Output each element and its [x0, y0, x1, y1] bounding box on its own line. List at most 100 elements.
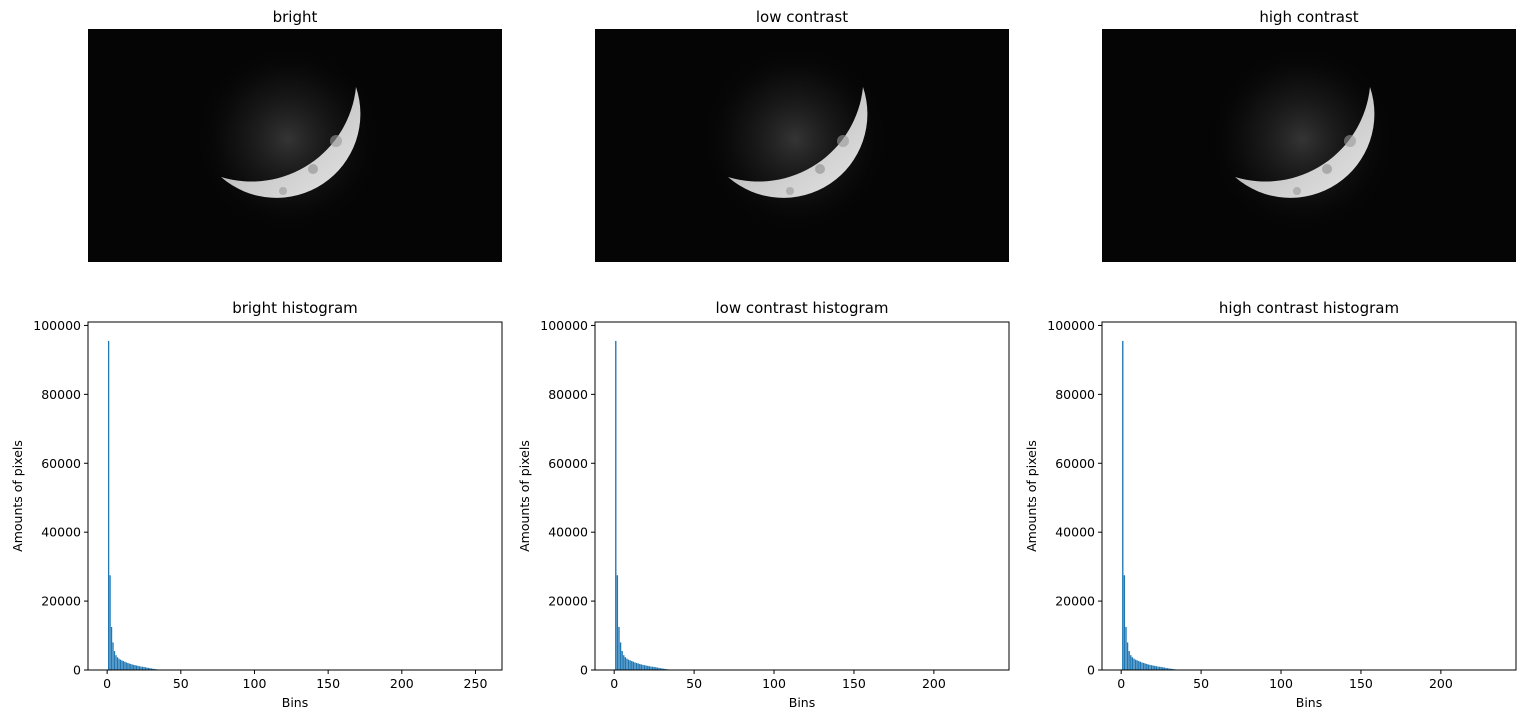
histogram-bar — [658, 667, 660, 670]
histogram-bar — [135, 665, 138, 670]
plot-frame — [1101, 321, 1517, 671]
histogram-bar — [1166, 668, 1169, 670]
histogram-bar — [1155, 666, 1158, 670]
image-panel-low-contrast: low contrast — [595, 8, 1009, 262]
x-axis-label: Bins — [1296, 695, 1322, 710]
y-tick-label: 0 — [73, 663, 81, 678]
histogram-bar — [1165, 667, 1167, 670]
histogram-bar — [1168, 668, 1170, 670]
histogram-bar — [147, 667, 150, 670]
histogram-bar — [618, 626, 620, 670]
histogram-bar — [133, 664, 135, 670]
histogram-bar — [637, 663, 639, 670]
histogram-bar — [125, 662, 127, 670]
y-tick-label: 20000 — [41, 594, 81, 609]
histogram-bar — [1163, 667, 1166, 670]
y-tick-label: 80000 — [41, 387, 81, 402]
histogram-bar — [661, 668, 663, 670]
x-tick-label: 200 — [1429, 676, 1453, 691]
x-tick-label: 100 — [1269, 676, 1293, 691]
histogram-bar — [1157, 666, 1159, 670]
x-tick-label: 0 — [103, 676, 111, 691]
histogram-bar — [130, 663, 132, 670]
histogram-bar — [152, 668, 154, 670]
moon-image — [700, 44, 890, 234]
x-tick-label: 50 — [173, 676, 189, 691]
x-axis-label: Bins — [282, 695, 308, 710]
y-tick-label: 0 — [580, 663, 588, 678]
x-tick-label: 50 — [686, 676, 702, 691]
histogram-bar — [134, 665, 136, 670]
histogram-bar — [664, 668, 667, 670]
histogram-bar — [128, 663, 130, 670]
histogram-bar — [1134, 659, 1137, 670]
y-tick-label: 100000 — [33, 318, 81, 333]
chart-title: low contrast histogram — [715, 299, 888, 317]
moon-image — [1207, 44, 1397, 234]
histogram-bar — [615, 340, 617, 670]
histogram-bar — [659, 668, 662, 670]
histogram-bar — [1138, 661, 1140, 670]
histogram-bar — [1125, 626, 1127, 670]
histogram-bar — [1149, 664, 1151, 670]
histogram-bar — [629, 660, 631, 670]
chart-title: high contrast histogram — [1219, 299, 1399, 317]
histogram-bar — [153, 668, 155, 670]
y-axis-label: Amounts of pixels — [1024, 440, 1039, 552]
histogram-bar — [648, 666, 651, 670]
histogram-bar — [146, 667, 148, 670]
histogram-bar — [149, 668, 151, 670]
y-tick-label: 40000 — [41, 525, 81, 540]
histogram-bar — [1150, 665, 1153, 670]
image-panel-bright: bright — [88, 8, 502, 262]
histogram-bar — [632, 661, 635, 670]
y-tick-label: 40000 — [548, 525, 588, 540]
x-tick-label: 200 — [922, 676, 946, 691]
histogram-bar — [140, 666, 142, 670]
histogram-bar — [141, 666, 144, 670]
histogram-bar — [150, 668, 152, 670]
histogram-bar — [645, 665, 647, 670]
histogram-bar — [640, 664, 643, 670]
histogram-bar — [112, 642, 114, 670]
histogram-bar — [109, 575, 111, 670]
histogram-bar — [121, 660, 123, 670]
x-tick-label: 150 — [316, 676, 340, 691]
y-tick-label: 20000 — [548, 594, 588, 609]
histogram-bar — [1123, 575, 1126, 670]
histogram-bar — [642, 664, 644, 670]
y-tick-label: 60000 — [548, 456, 588, 471]
histogram-bar — [1171, 668, 1174, 670]
histogram-bar — [1146, 663, 1148, 670]
image-panel-high-contrast: high contrast — [1102, 8, 1516, 262]
x-tick-label: 200 — [390, 676, 414, 691]
x-tick-label: 0 — [610, 676, 618, 691]
histogram-bar — [1160, 666, 1162, 670]
chart-title: bright histogram — [232, 299, 358, 317]
histogram-bar — [1142, 662, 1145, 670]
histogram-bar — [143, 666, 145, 670]
histogram-bar — [1147, 664, 1150, 670]
x-tick-label: 0 — [1117, 676, 1125, 691]
histogram-bar — [137, 665, 139, 670]
image-title: bright — [273, 8, 318, 26]
y-tick-label: 20000 — [1055, 594, 1095, 609]
x-tick-label: 100 — [762, 676, 786, 691]
y-tick-label: 80000 — [548, 387, 588, 402]
histogram-bar — [116, 657, 119, 670]
histogram-bar — [639, 663, 641, 670]
histogram-bar — [1130, 655, 1132, 670]
image-title: high contrast — [1259, 8, 1358, 26]
histogram-bar — [119, 659, 122, 670]
histogram-bar — [127, 662, 129, 670]
histogram-bar — [1133, 658, 1135, 670]
y-tick-label: 100000 — [540, 318, 588, 333]
y-tick-label: 60000 — [41, 456, 81, 471]
histogram-bar — [647, 665, 649, 670]
x-tick-label: 150 — [1349, 676, 1373, 691]
y-tick-label: 60000 — [1055, 456, 1095, 471]
x-tick-label: 250 — [464, 676, 488, 691]
y-tick-label: 100000 — [1047, 318, 1095, 333]
histogram-bar — [650, 666, 652, 670]
histogram-bar — [619, 642, 622, 670]
